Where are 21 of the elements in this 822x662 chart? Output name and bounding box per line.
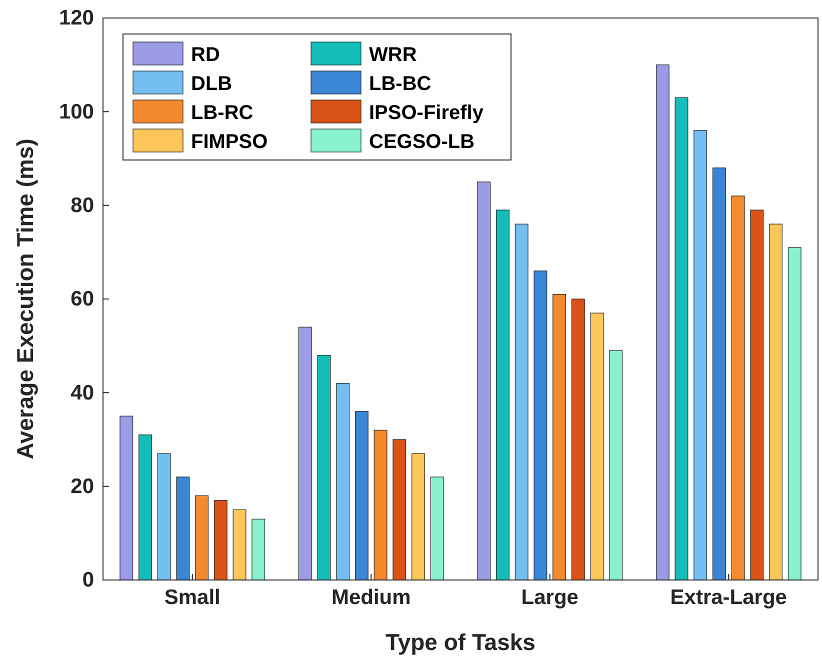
- y-axis-title: Average Execution Time (ms): [12, 138, 38, 460]
- legend-label: IPSO-Firefly: [369, 102, 484, 124]
- legend-label: LB-RC: [191, 102, 254, 124]
- x-tick-label: Large: [521, 586, 578, 609]
- legend-label: FIMPSO: [191, 131, 268, 153]
- legend-label: DLB: [191, 73, 232, 95]
- y-tick-label: 100: [58, 100, 94, 124]
- x-tick-label: Medium: [331, 586, 411, 609]
- y-tick-label: 60: [70, 288, 94, 311]
- x-tick-label: Small: [164, 586, 220, 609]
- legend-label: CEGSO-LB: [369, 131, 475, 153]
- x-tick-label: Extra-Large: [670, 586, 787, 609]
- x-axis-title: Type of Tasks: [386, 629, 536, 655]
- legend-label: WRR: [369, 44, 418, 66]
- y-tick-label: 80: [70, 194, 94, 218]
- legend-label: LB-BC: [369, 73, 432, 95]
- y-tick-label: 120: [58, 6, 94, 30]
- y-tick-label: 40: [70, 381, 94, 404]
- legend-label: RD: [191, 44, 220, 66]
- y-tick-label: 20: [70, 475, 94, 498]
- y-tick-label: 0: [82, 568, 94, 592]
